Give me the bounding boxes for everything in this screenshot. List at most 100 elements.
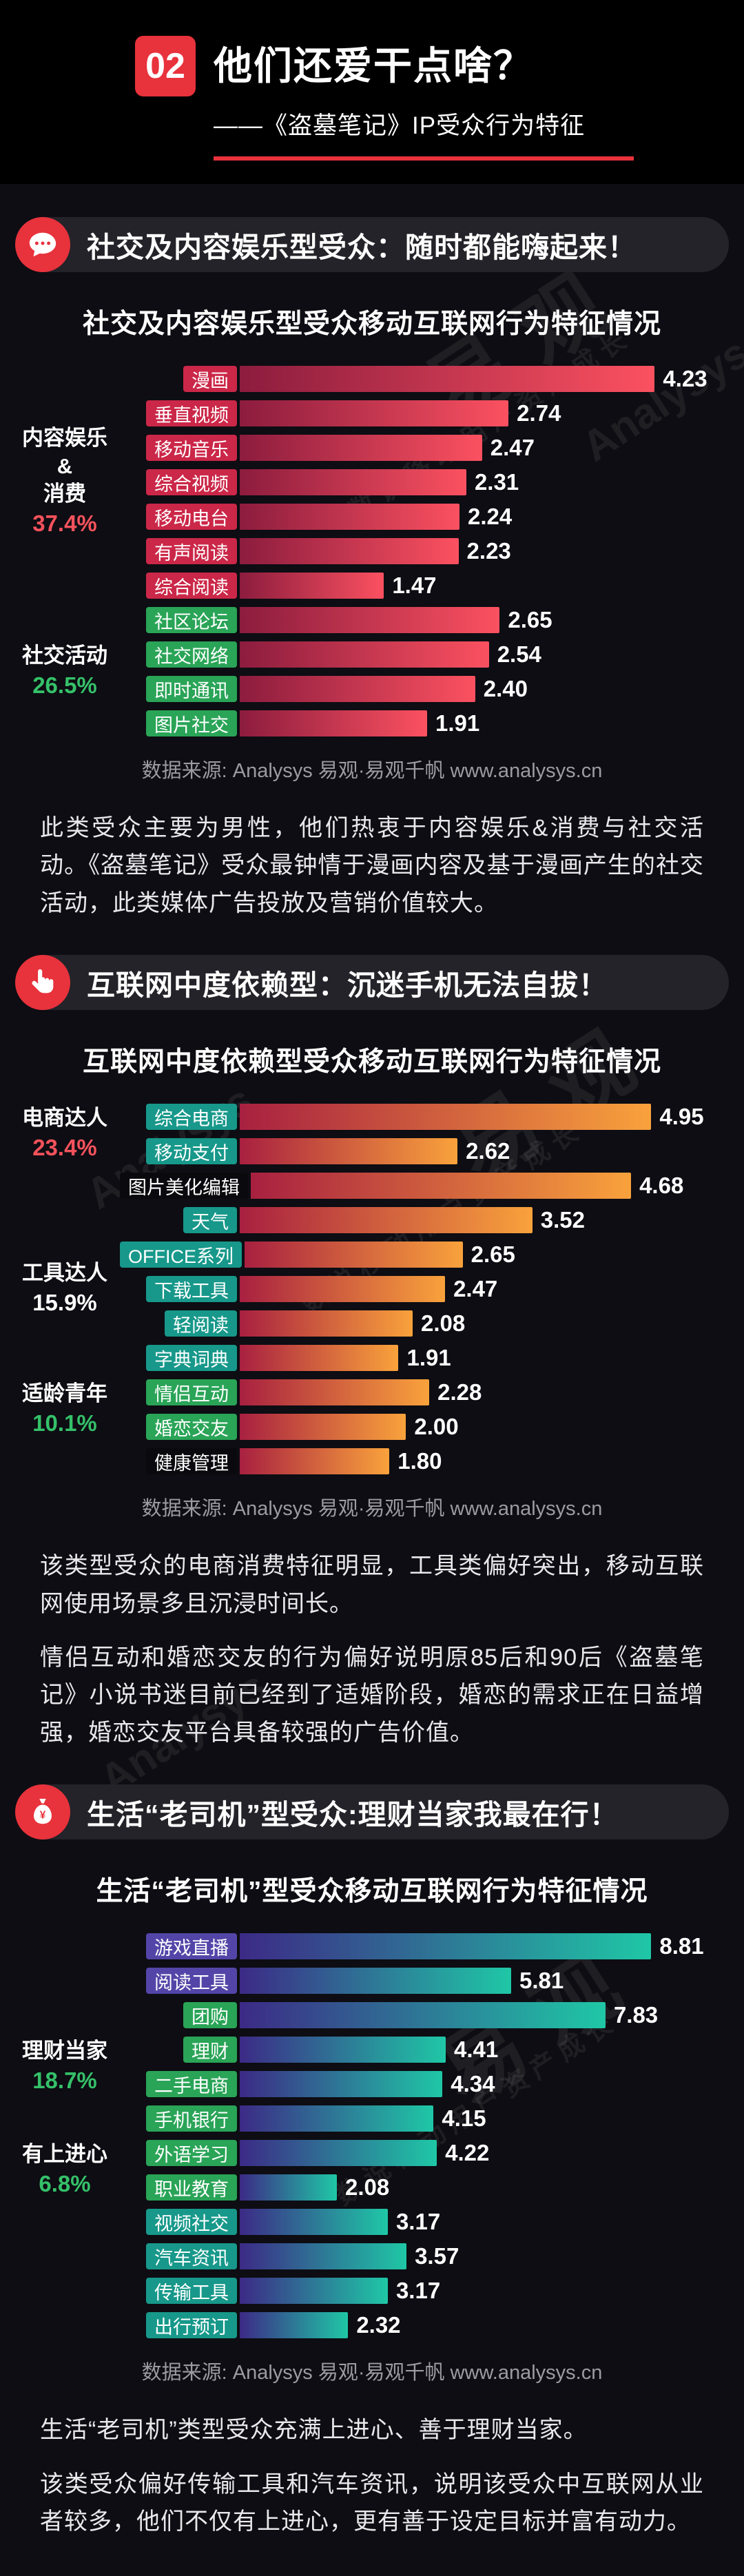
bar bbox=[240, 538, 459, 564]
behavior-chart-social: 内容娱乐 & 消费 37.4% 社交活动 26.5% 漫画 4.23 垂直视频 2.74 移动音乐 2… bbox=[10, 362, 727, 741]
category-chip: 传输工具 bbox=[146, 2278, 237, 2305]
analysis-paragraph: 该类受众偏好传输工具和汽车资讯，说明该受众中互联网从业者较多，他们不仅有上进心，… bbox=[40, 2471, 704, 2535]
group-percentage: 18.7% bbox=[32, 2068, 97, 2094]
analysis-paragraph: 该类型受众的电商消费特征明显，工具类偏好突出，移动互联网使用场景多且沉浸时间长。 bbox=[40, 1553, 704, 1617]
chart-row: 下载工具 2.47 bbox=[120, 1272, 727, 1306]
page-subtitle: ——《盗墓笔记》IP受众行为特征 bbox=[214, 112, 586, 139]
bar bbox=[240, 469, 466, 495]
bar-value: 3.17 bbox=[395, 2278, 441, 2304]
bar bbox=[240, 2140, 437, 2167]
bar-value: 4.68 bbox=[639, 1173, 684, 1199]
bar-value: 4.34 bbox=[451, 2071, 495, 2097]
chart-row: 移动支付 2.62 bbox=[120, 1134, 727, 1168]
bar bbox=[240, 1207, 533, 1234]
section-social-entertainment: 社交及内容娱乐型受众：随时都能嗨起来！ 社交及内容娱乐型受众移动互联网行为特征情… bbox=[0, 217, 744, 922]
chart-row: 垂直视频 2.74 bbox=[120, 396, 727, 431]
bar-value: 2.74 bbox=[517, 400, 561, 426]
chart-row: 手机银行 4.15 bbox=[120, 2101, 727, 2136]
chart-title: 生活“老司机”型受众移动互联网行为特征情况 bbox=[96, 1877, 648, 1907]
bar bbox=[240, 400, 509, 426]
chart-title: 社交及内容娱乐型受众移动互联网行为特征情况 bbox=[82, 309, 661, 339]
chart-row: 团购 7.83 bbox=[120, 1998, 727, 2032]
bar-value: 2.65 bbox=[471, 1241, 515, 1268]
group-name: 工具达人 bbox=[22, 1260, 107, 1285]
svg-text:¥: ¥ bbox=[40, 1810, 46, 1822]
bar-value: 2.62 bbox=[466, 1138, 510, 1164]
bar bbox=[240, 435, 482, 461]
bar bbox=[240, 1276, 446, 1303]
group-percentage: 26.5% bbox=[32, 672, 97, 699]
category-chip: 健康管理 bbox=[146, 1448, 237, 1475]
bar bbox=[240, 1345, 399, 1372]
category-chip: 下载工具 bbox=[146, 1276, 237, 1303]
chart-row: 轻阅读 2.08 bbox=[120, 1306, 727, 1341]
header-divider bbox=[214, 156, 634, 161]
section-badge-title: 社交及内容娱乐型受众：随时都能嗨起来！ bbox=[87, 231, 637, 263]
data-source: 数据来源: Analysys 易观·易观千帆 www.analysys.cn bbox=[141, 2362, 603, 2384]
bar bbox=[251, 1173, 632, 1199]
category-chip: 天气 bbox=[183, 1207, 237, 1234]
category-chip: 出行预订 bbox=[146, 2312, 237, 2339]
category-chip: 游戏直播 bbox=[146, 1933, 237, 1960]
bar-value: 1.80 bbox=[397, 1448, 442, 1474]
category-chip: 垂直视频 bbox=[146, 400, 237, 426]
analysis-paragraph: 情侣互动和婚恋交友的行为偏好说明原85后和90后《盗墓笔记》小说书迷目前已经到了… bbox=[40, 1644, 704, 1746]
bar bbox=[240, 573, 384, 599]
chart-row: 理财 4.41 bbox=[120, 2032, 727, 2067]
category-chip: 二手电商 bbox=[146, 2071, 237, 2098]
bar bbox=[240, 1414, 406, 1441]
group-name: 电商达人 bbox=[22, 1105, 107, 1130]
bar-value: 4.95 bbox=[659, 1104, 704, 1130]
group-label: 有上进心 6.8% bbox=[10, 2136, 120, 2205]
bar-value: 4.15 bbox=[442, 2105, 486, 2132]
section-life-expert: ¥ 生活“老司机”型受众:理财当家我最在行！ 生活“老司机”型受众移动互联网行为… bbox=[0, 1784, 744, 2540]
chart-row: 视频社交 3.17 bbox=[120, 2205, 727, 2239]
category-chip: 综合阅读 bbox=[146, 573, 237, 599]
group-label: 社交活动 26.5% bbox=[10, 603, 120, 741]
bar bbox=[240, 710, 427, 736]
category-chip: 视频社交 bbox=[146, 2209, 237, 2236]
chart-row: 移动电台 2.24 bbox=[120, 499, 727, 534]
bar-value: 5.81 bbox=[519, 1968, 564, 1994]
group-name: 社交活动 bbox=[22, 643, 107, 668]
category-chip: 阅读工具 bbox=[146, 1968, 237, 1995]
bar bbox=[240, 1104, 652, 1131]
category-chip: 婚恋交友 bbox=[146, 1414, 237, 1441]
section-badge-title: 互联网中度依赖型：沉迷手机无法自拔！ bbox=[87, 969, 608, 1002]
chart-row: 传输工具 3.17 bbox=[120, 2274, 727, 2308]
bar-value: 2.47 bbox=[453, 1276, 498, 1302]
bar-value: 7.83 bbox=[613, 2002, 659, 2028]
chart-row: 出行预订 2.32 bbox=[120, 2308, 727, 2342]
bar bbox=[240, 1138, 458, 1165]
bar bbox=[240, 2002, 606, 2029]
bar bbox=[240, 2312, 349, 2339]
group-label: 适龄青年 10.1% bbox=[10, 1375, 120, 1444]
category-chip: OFFICE系列 bbox=[120, 1241, 242, 1268]
section-badge-title: 生活“老司机”型受众:理财当家我最在行！ bbox=[87, 1799, 619, 1831]
bar bbox=[240, 1968, 511, 1995]
chart-row: 综合电商 4.95 bbox=[120, 1100, 727, 1134]
group-label: 电商达人 23.4% bbox=[10, 1100, 120, 1168]
chart-row: 图片社交 1.91 bbox=[120, 706, 727, 741]
bar-value: 2.47 bbox=[490, 435, 535, 460]
bar-value: 1.47 bbox=[392, 573, 437, 598]
chart-row: 二手电商 4.34 bbox=[120, 2067, 727, 2101]
bar bbox=[240, 2243, 407, 2270]
bar-value: 2.40 bbox=[483, 676, 528, 701]
group-label-column: 电商达人 23.4% 工具达人 15.9% 适龄青年 10.1% bbox=[10, 1100, 120, 1478]
bar bbox=[240, 607, 500, 633]
group-name: 适龄青年 bbox=[22, 1381, 107, 1405]
bar bbox=[240, 504, 459, 530]
category-chip: 手机银行 bbox=[146, 2105, 237, 2132]
section-number-badge: 02 bbox=[135, 36, 196, 96]
section-badge: 互联网中度依赖型：沉迷手机无法自拔！ bbox=[15, 955, 729, 1011]
category-chip: 移动音乐 bbox=[146, 435, 237, 461]
chart-row: 职业教育 2.08 bbox=[120, 2170, 727, 2205]
chart-row: 综合视频 2.31 bbox=[120, 465, 727, 499]
section-badge: ¥ 生活“老司机”型受众:理财当家我最在行！ bbox=[15, 1784, 729, 1840]
chart-row: 社交网络 2.54 bbox=[120, 637, 727, 672]
chart-row: 情侣互动 2.28 bbox=[120, 1375, 727, 1410]
behavior-chart-life: 理财当家 18.7% 有上进心 6.8% 游戏直播 8.81 阅读工具 5.81 团购 7.83 理… bbox=[10, 1929, 727, 2342]
group-name: & bbox=[56, 453, 73, 478]
chart-row: 有声阅读 2.23 bbox=[120, 534, 727, 568]
